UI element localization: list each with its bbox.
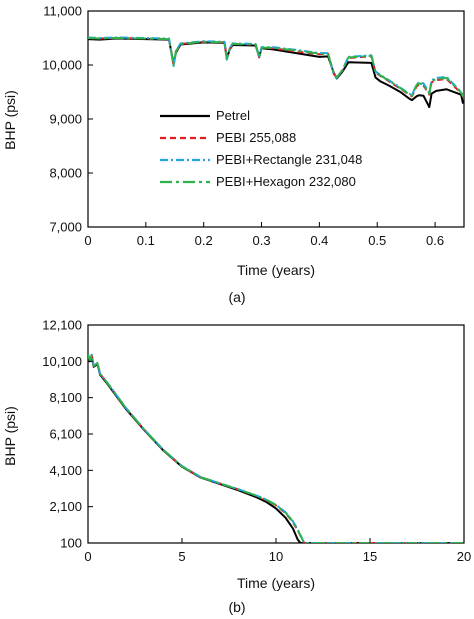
panel-b-series-pebi-hexagon-232-080 [88, 353, 464, 543]
panel-a-x-tick-label: 0.6 [426, 233, 444, 248]
panel-a-y-tick-label: 8,000 [49, 166, 82, 181]
legend-label-petrel: Petrel [216, 108, 250, 123]
panel-b-y-tick-label: 6,100 [49, 427, 82, 442]
panel-a-y-tick-label: 9,000 [49, 112, 82, 127]
panel-b-y-tick-label: 12,100 [42, 318, 82, 333]
panel-a-legend: Petrel PEBI 255,088 PEBI+Rectangle 231,0… [160, 108, 362, 189]
panel-b-plot-frame [87, 324, 465, 544]
panel-b-x-tick-label: 5 [178, 549, 185, 564]
panel-b-y-tick-label: 8,100 [49, 390, 82, 405]
panel-a-series-pebi-rectangle-231-048 [88, 36, 464, 97]
panel-b-chart: 0 5 10 15 20 100 2,100 4,100 6,100 8,100 10,100 12… [2, 318, 471, 616]
panel-b-series-group [88, 353, 464, 543]
panel-a-caption: (a) [228, 289, 245, 305]
panel-a-x-tick-label: 0.4 [310, 233, 328, 248]
legend-label-pebi-rectangle: PEBI+Rectangle 231,048 [216, 152, 362, 167]
panel-a-x-tick-label: 0.5 [368, 233, 386, 248]
legend-item-pebi: PEBI 255,088 [160, 130, 296, 145]
panel-a-y-axis-title: BHP (psi) [2, 90, 18, 150]
panel-a-chart: 0 0.1 0.2 0.3 0.4 0.5 0.6 7,000 8,000 9,000 10,00… [2, 4, 465, 305]
panel-b-caption: (b) [228, 599, 245, 615]
panel-b-series-pebi-255-088 [88, 353, 464, 543]
panel-a-y-tick-label: 10,000 [42, 58, 82, 73]
legend-item-pebi-hexagon: PEBI+Hexagon 232,080 [160, 174, 356, 189]
panel-b-x-tick-label: 10 [269, 549, 283, 564]
panel-b-y-tick-label: 2,100 [49, 499, 82, 514]
legend-label-pebi-hexagon: PEBI+Hexagon 232,080 [216, 174, 356, 189]
panel-b-x-axis-title: Time (years) [237, 575, 315, 591]
panel-a-x-tick-label: 0.3 [252, 233, 270, 248]
panel-a-x-tick-label: 0 [84, 233, 91, 248]
panel-a-y-tick-label: 7,000 [49, 220, 82, 235]
legend-item-pebi-rectangle: PEBI+Rectangle 231,048 [160, 152, 362, 167]
panel-b-series-petrel [88, 354, 464, 543]
panel-a-x-tick-label: 0.1 [137, 233, 155, 248]
panel-a-x-axis-title: Time (years) [237, 262, 315, 278]
panel-a-x-ticks: 0 0.1 0.2 0.3 0.4 0.5 0.6 [84, 222, 444, 248]
panel-b-y-tick-label: 10,100 [42, 354, 82, 369]
panel-a-y-tick-label: 11,000 [43, 4, 82, 19]
panel-a-plot-frame [87, 10, 465, 228]
panel-b-x-ticks: 0 5 10 15 20 [84, 538, 471, 564]
panel-a-y-ticks: 7,000 8,000 9,000 10,000 11,000 [42, 4, 93, 235]
panel-b-y-tick-label: 4,100 [49, 463, 82, 478]
legend-item-petrel: Petrel [160, 108, 250, 123]
panel-b-y-tick-label: 100 [60, 536, 82, 551]
panel-b-y-axis-title: BHP (psi) [2, 406, 18, 466]
panel-b-x-tick-label: 0 [84, 549, 91, 564]
panel-a-series-group [88, 36, 464, 109]
legend-label-pebi: PEBI 255,088 [216, 130, 296, 145]
panel-a-series-pebi-hexagon-232-080 [88, 37, 464, 97]
panel-b-x-tick-label: 20 [457, 549, 471, 564]
panel-b-x-tick-label: 15 [363, 549, 377, 564]
panel-b-y-ticks: 100 2,100 4,100 6,100 8,100 10,100 12,100 [42, 318, 93, 551]
panel-b-series-pebi-rectangle-231-048 [88, 353, 464, 543]
panel-a-x-tick-label: 0.2 [195, 233, 213, 248]
